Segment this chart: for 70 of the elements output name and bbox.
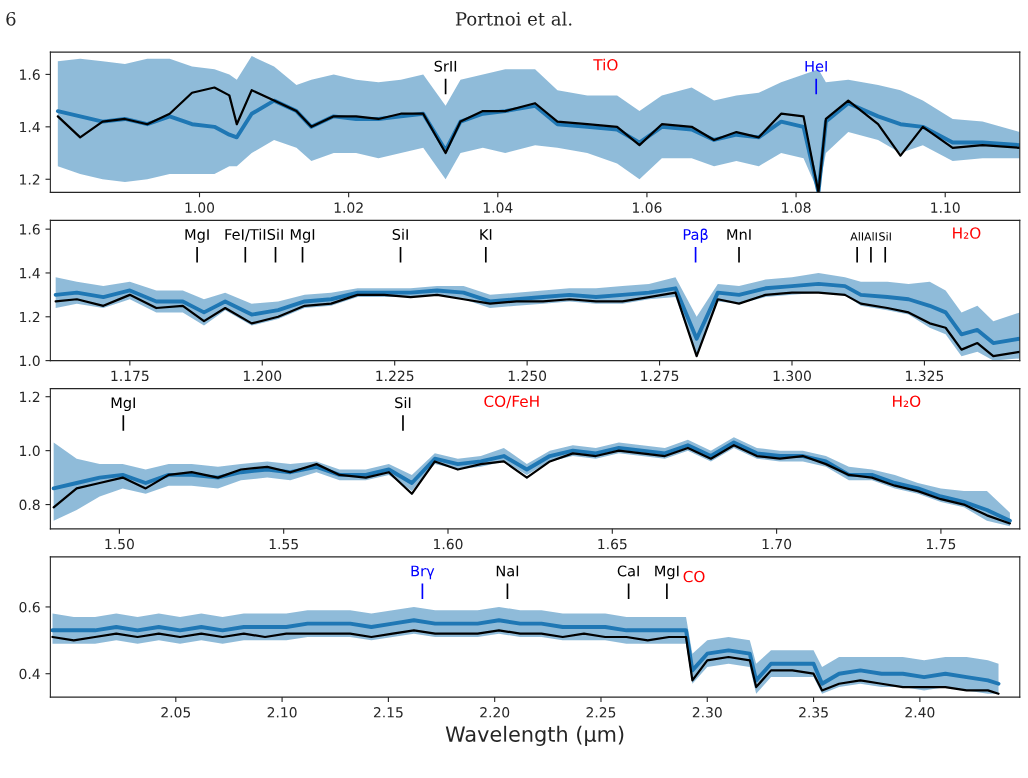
x-tick-label: 1.225 [376, 370, 414, 382]
ref-line-label: MgI [185, 229, 209, 243]
x-tick-label: 1.65 [598, 538, 627, 550]
y-tick-label: 1.2 [20, 311, 40, 323]
ref-line-label: SiI [879, 232, 891, 241]
x-tick-label: 1.70 [762, 538, 792, 550]
x-tick-label: 1.175 [111, 370, 149, 382]
x-tick-label: 1.50 [105, 538, 134, 550]
chart-title: Portnoi et al. [455, 11, 572, 26]
ref-line-label: MgI [111, 397, 135, 412]
x-tick-label: 1.250 [508, 370, 547, 382]
x-tick-label: 1.75 [926, 539, 956, 550]
x-tick-label: 1.06 [632, 202, 662, 213]
ref-line-label: NaI [496, 565, 519, 577]
ref-line-label: MgI [655, 565, 679, 580]
ref-line-label: SrII [434, 60, 457, 72]
y-tick-label: 0.8 [19, 499, 40, 511]
annotation: TiO [593, 58, 618, 71]
annotation: CO/FeH [484, 395, 539, 409]
y-tick-label: 1.2 [20, 174, 40, 185]
x-tick-label: 2.20 [480, 707, 510, 718]
line-series [54, 291, 1020, 358]
x-tick-label: 2.05 [161, 707, 191, 718]
x-tick-label: 2.35 [799, 707, 828, 718]
x-tick-label: 1.300 [773, 370, 811, 382]
ref-line-label: MgI [290, 229, 315, 243]
ref-line-label: Brγ [411, 565, 435, 580]
x-tick-label: 1.55 [269, 539, 298, 550]
ref-line-label: FeI/TiI [225, 228, 266, 242]
x-axis-title: Wavelength (μm) [445, 725, 624, 746]
line-series [53, 281, 1020, 346]
x-tick-label: 1.08 [782, 202, 811, 213]
ref-line-label: HeI [805, 60, 827, 72]
y-tick-label: 1.2 [20, 391, 40, 402]
y-tick-label: 1.6 [20, 224, 40, 235]
ref-line-label: SiI [395, 396, 411, 409]
ref-line-label: AlI [864, 232, 877, 241]
x-tick-label: 2.40 [905, 707, 935, 718]
x-tick-label: 1.325 [906, 370, 944, 382]
y-tick-label: 0.4 [19, 668, 40, 680]
x-tick-label: 2.25 [586, 707, 616, 718]
x-tick-label: 2.15 [373, 707, 403, 718]
x-tick-label: 1.00 [185, 202, 215, 213]
y-tick-label: 1.0 [20, 445, 40, 457]
ref-line-label: AlI [850, 232, 864, 241]
line-series [50, 618, 1001, 686]
text: 6 [6, 11, 16, 26]
y-tick-label: 1.4 [20, 121, 40, 133]
x-tick-label: 2.10 [267, 707, 297, 718]
ref-line-label: KI [480, 229, 492, 240]
y-tick-label: 1.4 [20, 268, 40, 279]
ref-line-label: SiI [267, 228, 283, 240]
line-series [51, 629, 1000, 695]
x-tick-label: 1.10 [931, 202, 960, 213]
y-tick-label: 1.6 [20, 69, 40, 80]
y-tick-label: 0.6 [19, 601, 40, 613]
ref-line-label: SiI [392, 228, 408, 240]
y-tick-label: 1.0 [20, 355, 40, 367]
x-tick-label: 1.200 [243, 370, 282, 382]
annotation: H₂O [953, 227, 981, 239]
x-tick-label: 1.60 [434, 538, 463, 550]
annotation: CO [683, 570, 705, 583]
x-tick-label: 1.04 [483, 202, 513, 213]
x-tick-label: 2.30 [692, 707, 722, 718]
ref-line-label: CaI [617, 565, 639, 577]
annotation: H₂O [893, 395, 921, 408]
ref-line-label: MnI [727, 229, 751, 240]
x-tick-label: 1.275 [641, 370, 679, 382]
ref-line-label: Paβ [683, 228, 708, 243]
x-tick-label: 1.02 [334, 202, 363, 213]
